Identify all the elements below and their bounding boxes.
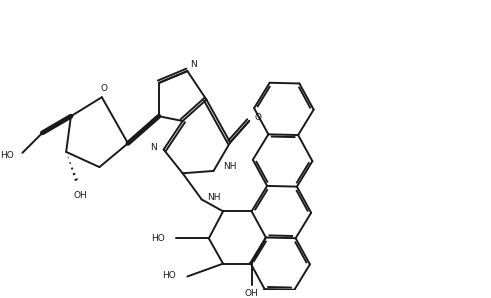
Text: HO: HO	[0, 151, 14, 160]
Text: NH: NH	[207, 193, 220, 201]
Text: O: O	[254, 113, 261, 122]
Text: O: O	[101, 84, 108, 93]
Text: N: N	[190, 60, 196, 69]
Text: NH: NH	[223, 162, 237, 171]
Text: HO: HO	[162, 271, 175, 280]
Text: HO: HO	[151, 234, 164, 243]
Text: N: N	[150, 143, 157, 152]
Text: OH: OH	[74, 191, 87, 200]
Text: OH: OH	[245, 289, 258, 298]
